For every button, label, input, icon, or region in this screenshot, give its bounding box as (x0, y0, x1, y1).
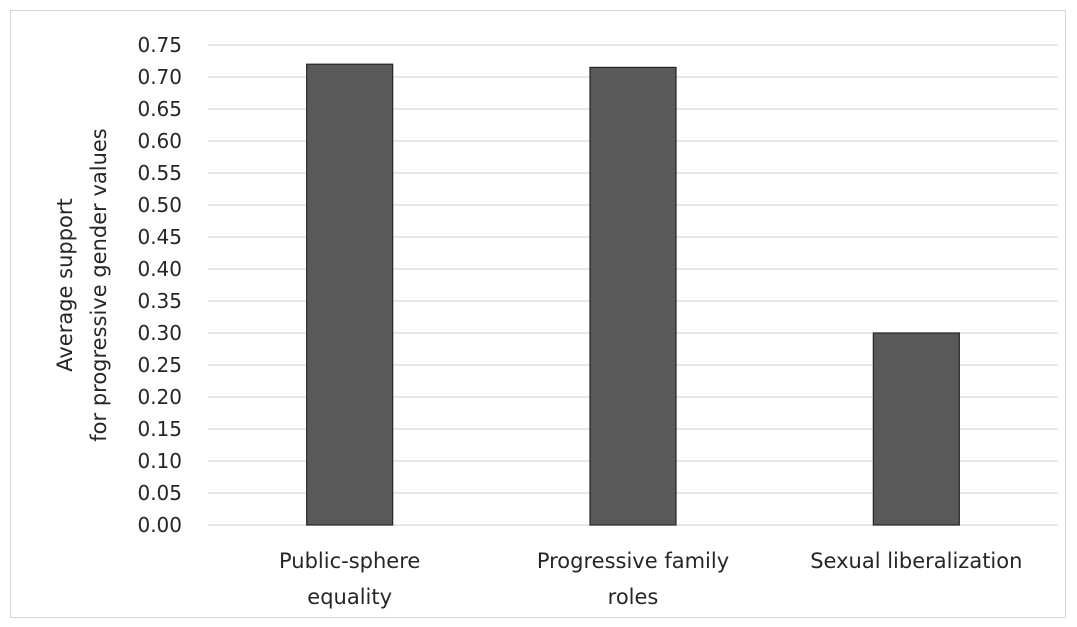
y-axis-title-line: Average support (53, 198, 77, 372)
y-tick-label: 0.60 (137, 129, 182, 153)
x-category-label: roles (608, 585, 659, 609)
y-tick-label: 0.00 (137, 513, 182, 537)
y-tick-label: 0.35 (137, 289, 182, 313)
y-tick-label: 0.70 (137, 65, 182, 89)
y-tick-label: 0.40 (137, 257, 182, 281)
y-axis-title-line: for progressive gender values (87, 128, 111, 441)
bar (306, 63, 394, 526)
y-tick-label: 0.45 (137, 225, 182, 249)
y-tick-label: 0.75 (137, 33, 182, 57)
y-tick-label: 0.50 (137, 193, 182, 217)
y-tick-label: 0.25 (137, 353, 182, 377)
bar (872, 332, 960, 526)
x-category-label: Public-sphere (279, 549, 420, 573)
y-tick-label: 0.10 (137, 449, 182, 473)
y-tick-label: 0.55 (137, 161, 182, 185)
bars (306, 63, 960, 526)
y-axis-title: Average support for progressive gender va… (53, 128, 111, 441)
x-category-label: Progressive family (537, 549, 729, 573)
y-tick-label: 0.65 (137, 97, 182, 121)
bar (589, 66, 677, 526)
x-category-label: Sexual liberalization (810, 549, 1022, 573)
y-axis-ticks: 0.00 0.05 0.10 0.15 0.20 0.25 0.30 0.35 0.40 0.45… (137, 33, 182, 537)
x-axis-category-labels: Public-sphere equality Progressive family r… (279, 549, 1022, 609)
y-tick-label: 0.15 (137, 417, 182, 441)
x-category-label: equality (307, 585, 392, 609)
y-tick-label: 0.30 (137, 321, 182, 345)
y-tick-label: 0.05 (137, 481, 182, 505)
y-tick-label: 0.20 (137, 385, 182, 409)
